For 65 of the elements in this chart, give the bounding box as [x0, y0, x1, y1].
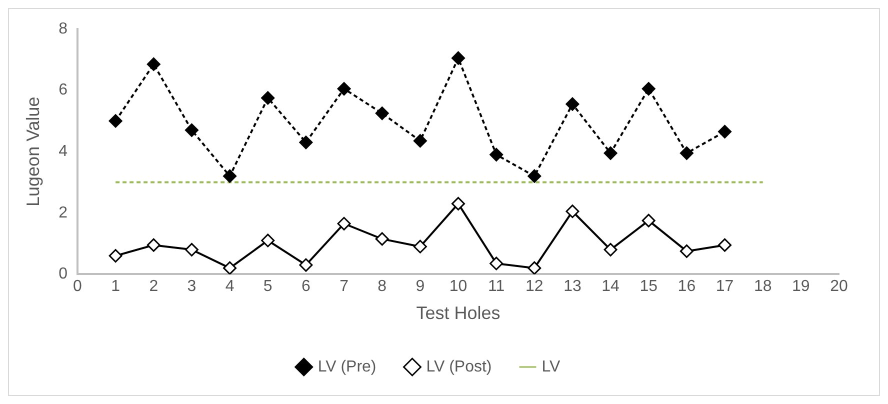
x-tick-label: 16 [678, 278, 696, 296]
x-tick-label: 1 [111, 278, 120, 296]
point [223, 169, 237, 183]
x-tick-label: 14 [602, 278, 620, 296]
point [490, 148, 504, 162]
x-tick-label: 9 [416, 278, 425, 296]
y-tick-label: 6 [58, 82, 68, 99]
x-tick-label: 13 [564, 278, 582, 296]
y-tick-label: 2 [58, 204, 68, 222]
point [299, 136, 313, 150]
y-tick-label: 8 [58, 20, 68, 38]
x-tick-label: 7 [340, 278, 349, 296]
x-tick-label: 5 [263, 278, 272, 296]
x-axis-title: Test Holes [416, 303, 500, 324]
point [184, 123, 198, 137]
legend-label: LV [542, 358, 560, 376]
point [223, 261, 237, 274]
point [261, 91, 275, 105]
x-tick-label: 2 [149, 278, 158, 296]
point [642, 214, 656, 228]
point [718, 238, 732, 252]
point [108, 249, 122, 263]
y-tick-label: 4 [58, 143, 68, 160]
point [718, 124, 732, 138]
point [184, 242, 198, 256]
point [490, 256, 504, 270]
y-axis-title: Lugeon Value [22, 96, 43, 206]
point [528, 169, 542, 183]
point [528, 261, 542, 274]
point [337, 216, 351, 230]
x-tick-label: 20 [830, 278, 848, 296]
legend-label: LV (Pre) [318, 358, 376, 376]
point [413, 240, 427, 254]
x-tick-label: 0 [73, 278, 82, 296]
point [566, 204, 580, 218]
x-tick-label: 4 [225, 278, 234, 296]
x-tick-label: 11 [488, 278, 505, 296]
point [146, 238, 160, 252]
point [261, 234, 275, 248]
point [413, 134, 427, 148]
x-tick-label: 12 [526, 278, 544, 296]
point [299, 258, 313, 272]
x-tick-label: 10 [449, 278, 468, 296]
point [642, 82, 656, 96]
point [146, 58, 160, 71]
point [337, 82, 351, 96]
point [566, 97, 580, 111]
point [604, 242, 618, 256]
point [108, 114, 122, 128]
x-tick-label: 18 [754, 278, 772, 296]
y-tick-label: 0 [58, 266, 68, 283]
x-tick-label: 19 [792, 278, 810, 296]
x-tick-label: 8 [378, 278, 387, 296]
point [452, 196, 465, 210]
point [680, 244, 694, 258]
x-tick-label: 3 [187, 278, 196, 296]
point [604, 146, 618, 160]
legend-label: LV (Post) [426, 358, 492, 376]
point [375, 106, 389, 120]
x-tick-label: 15 [640, 278, 658, 296]
x-tick-label: 6 [301, 278, 310, 296]
point [375, 232, 389, 246]
x-tick-label: 17 [716, 278, 734, 296]
point [680, 146, 694, 160]
point [452, 51, 465, 65]
